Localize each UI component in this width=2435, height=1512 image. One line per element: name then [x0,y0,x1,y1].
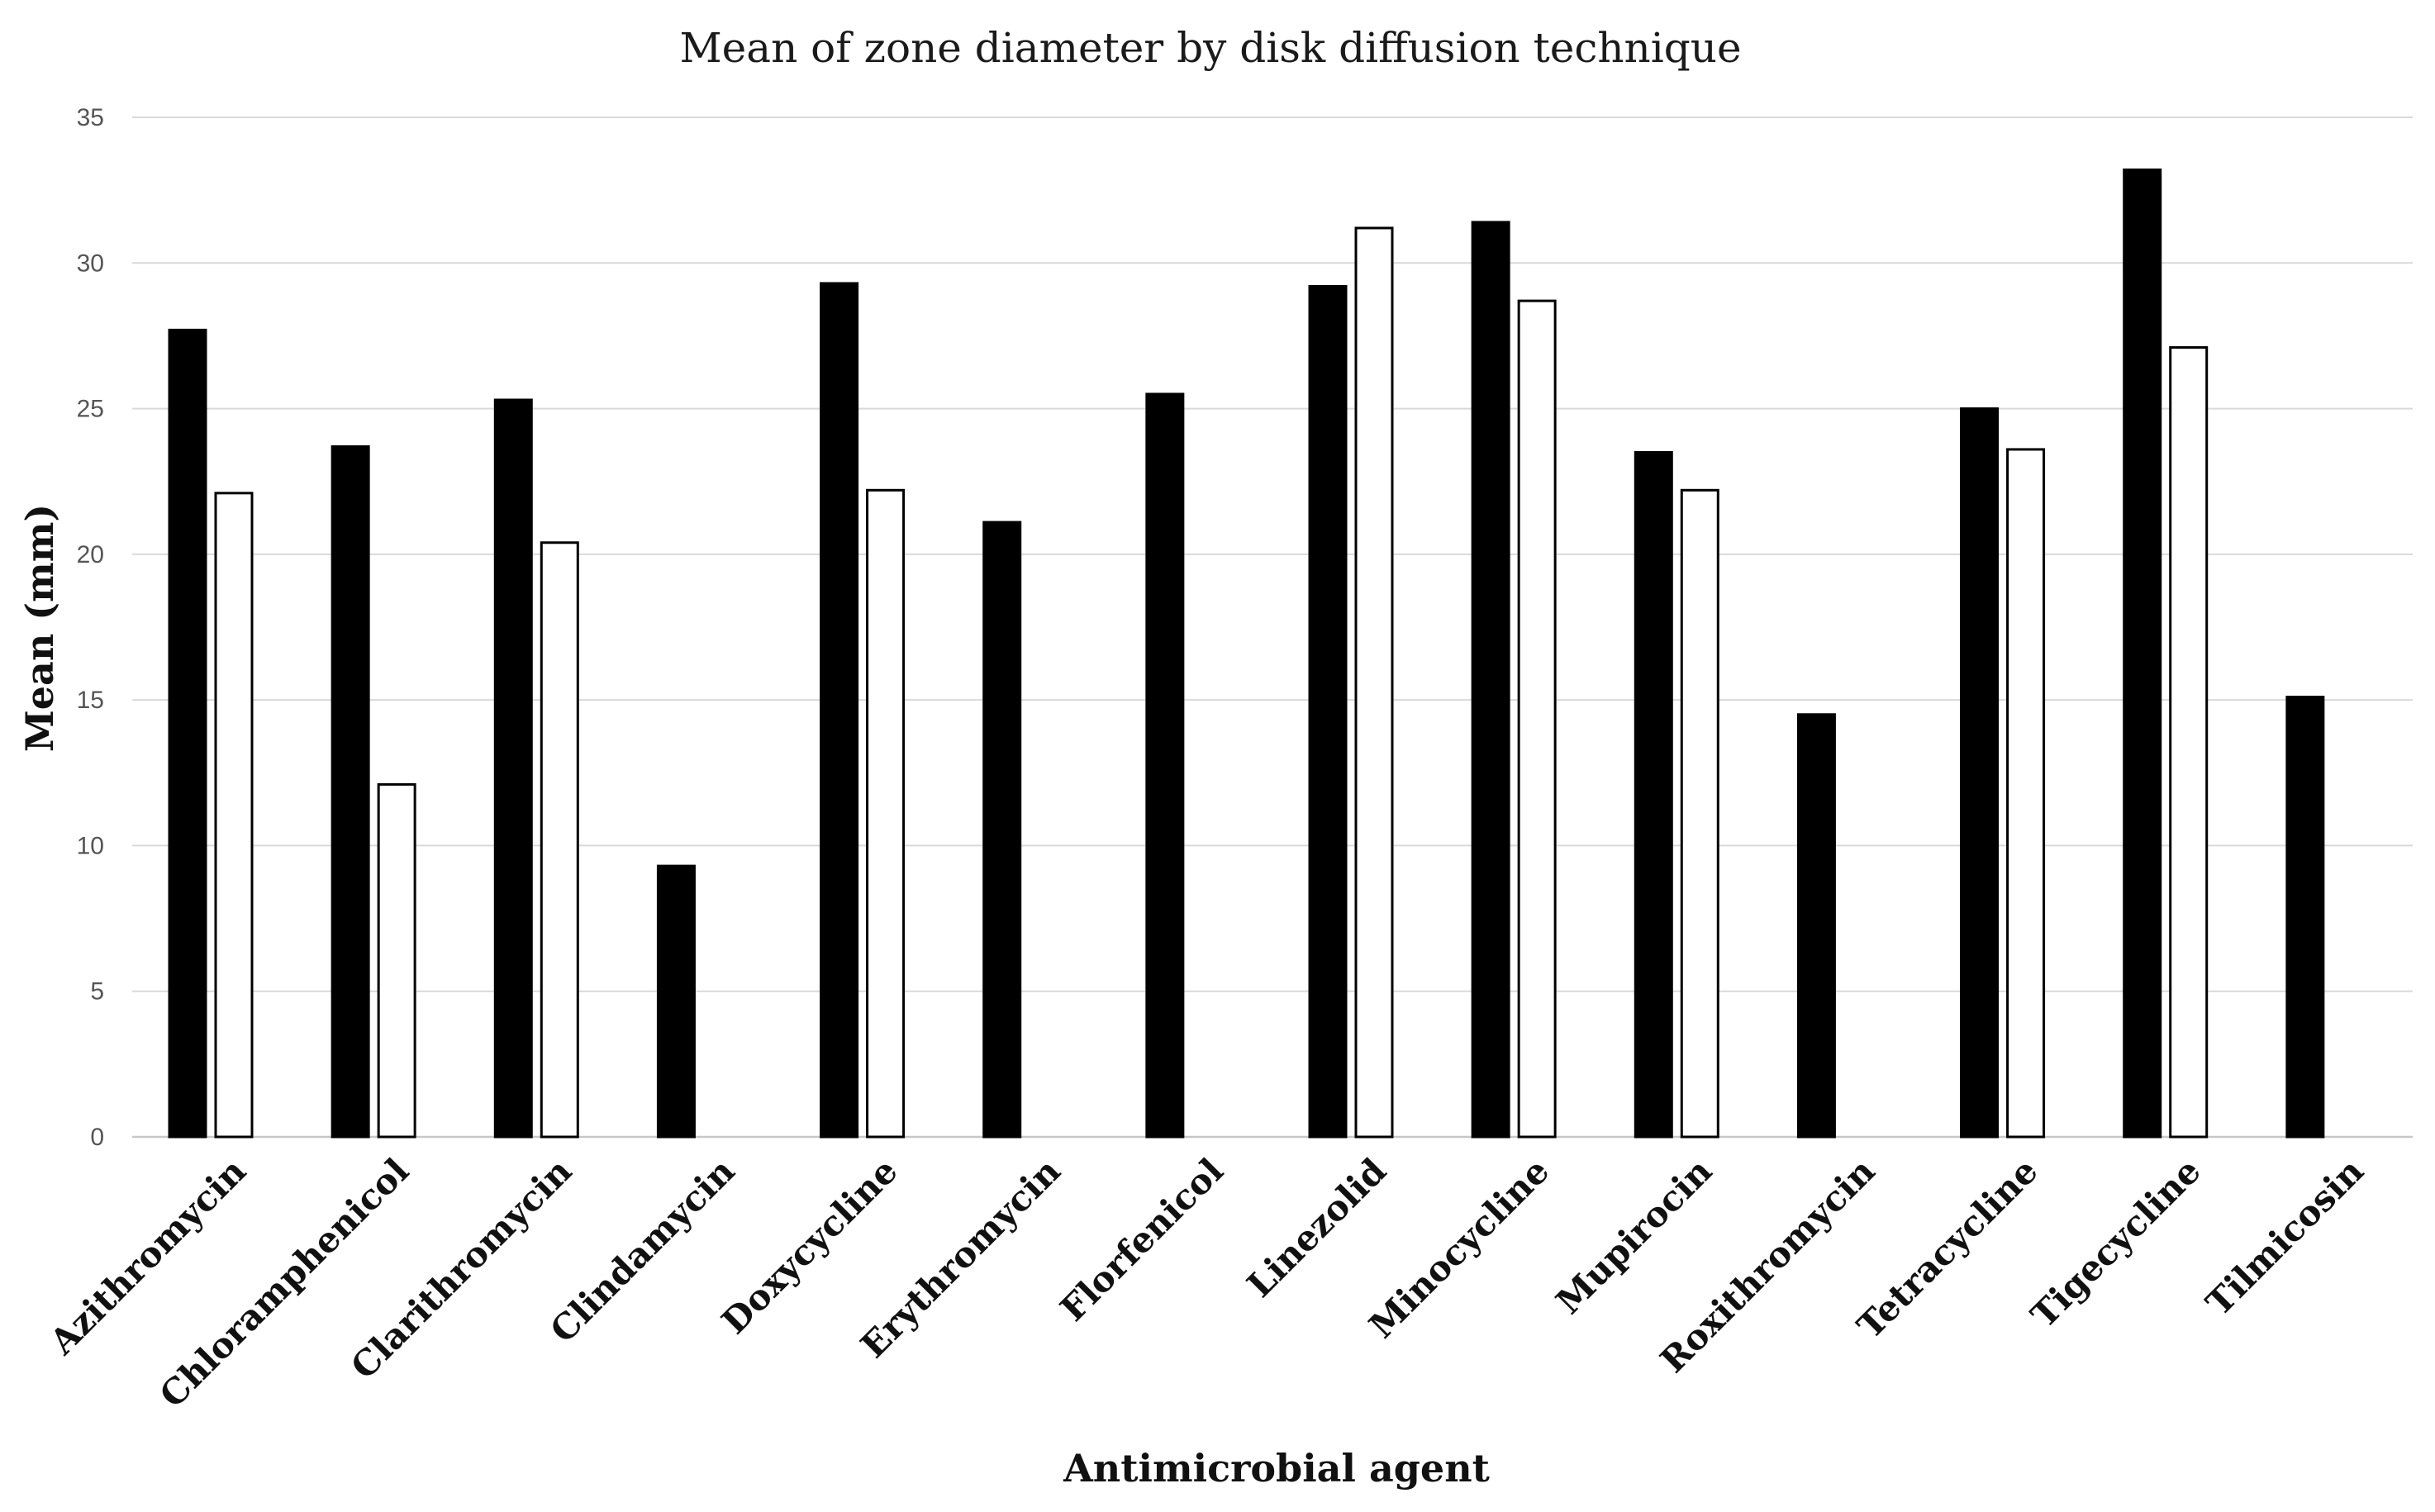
bar-series-2 [377,782,416,1139]
bar-series-2 [1517,299,1557,1139]
y-tick-label: 0 [90,1124,104,1151]
y-tick-label: 25 [77,396,104,423]
bar-series-1 [168,328,207,1139]
bar-series-1 [1960,407,2000,1139]
bar-series-2 [1354,226,1394,1139]
bar-series-1 [331,445,370,1139]
bar-series-1 [1634,450,1673,1139]
bar-series-1 [820,282,859,1139]
y-tick-label: 5 [90,978,104,1006]
bar-series-1 [1471,221,1510,1139]
bar-series-2 [866,488,906,1139]
gridlines [132,116,2413,1139]
x-tick-label: Florfenicol [1053,1150,1231,1329]
bar-series-1 [656,864,696,1139]
bar-series-1 [493,398,533,1139]
x-axis-ticks: AzithromycinChloramphenicolClarithromyci… [41,1150,2371,1415]
y-tick-label: 35 [77,104,104,131]
y-axis-title: Mean (mm) [17,504,62,752]
bar-series-1 [1308,284,1348,1139]
x-tick-label: Tigecycline [2024,1150,2209,1335]
x-tick-label: Tilmicosin [2198,1150,2371,1324]
bar-series-1 [2285,696,2325,1139]
x-tick-label: Linezolid [1239,1150,1394,1305]
bar-series-2 [214,492,254,1139]
x-tick-label: Mupirocin [1548,1150,1720,1322]
x-axis-title: Antimicrobial agent [1063,1446,1491,1491]
y-tick-label: 10 [77,832,104,859]
bar-series-2 [1680,488,1719,1139]
y-axis-ticks: 0 5 10 15 20 25 30 35 [77,104,104,1151]
bar-series-2 [540,541,579,1139]
bar-series-1 [2123,168,2162,1139]
bar-series-1 [1145,392,1185,1139]
bar-series-1 [982,521,1022,1139]
bars [168,168,2325,1139]
chart-title: Mean of zone diameter by disk diffusion … [679,24,1741,72]
bar-series-2 [2169,346,2209,1139]
y-tick-label: 15 [77,687,104,714]
y-tick-label: 20 [77,541,104,568]
bar-series-2 [2006,448,2046,1139]
bar-series-1 [1796,713,1836,1139]
y-tick-label: 30 [77,250,104,277]
